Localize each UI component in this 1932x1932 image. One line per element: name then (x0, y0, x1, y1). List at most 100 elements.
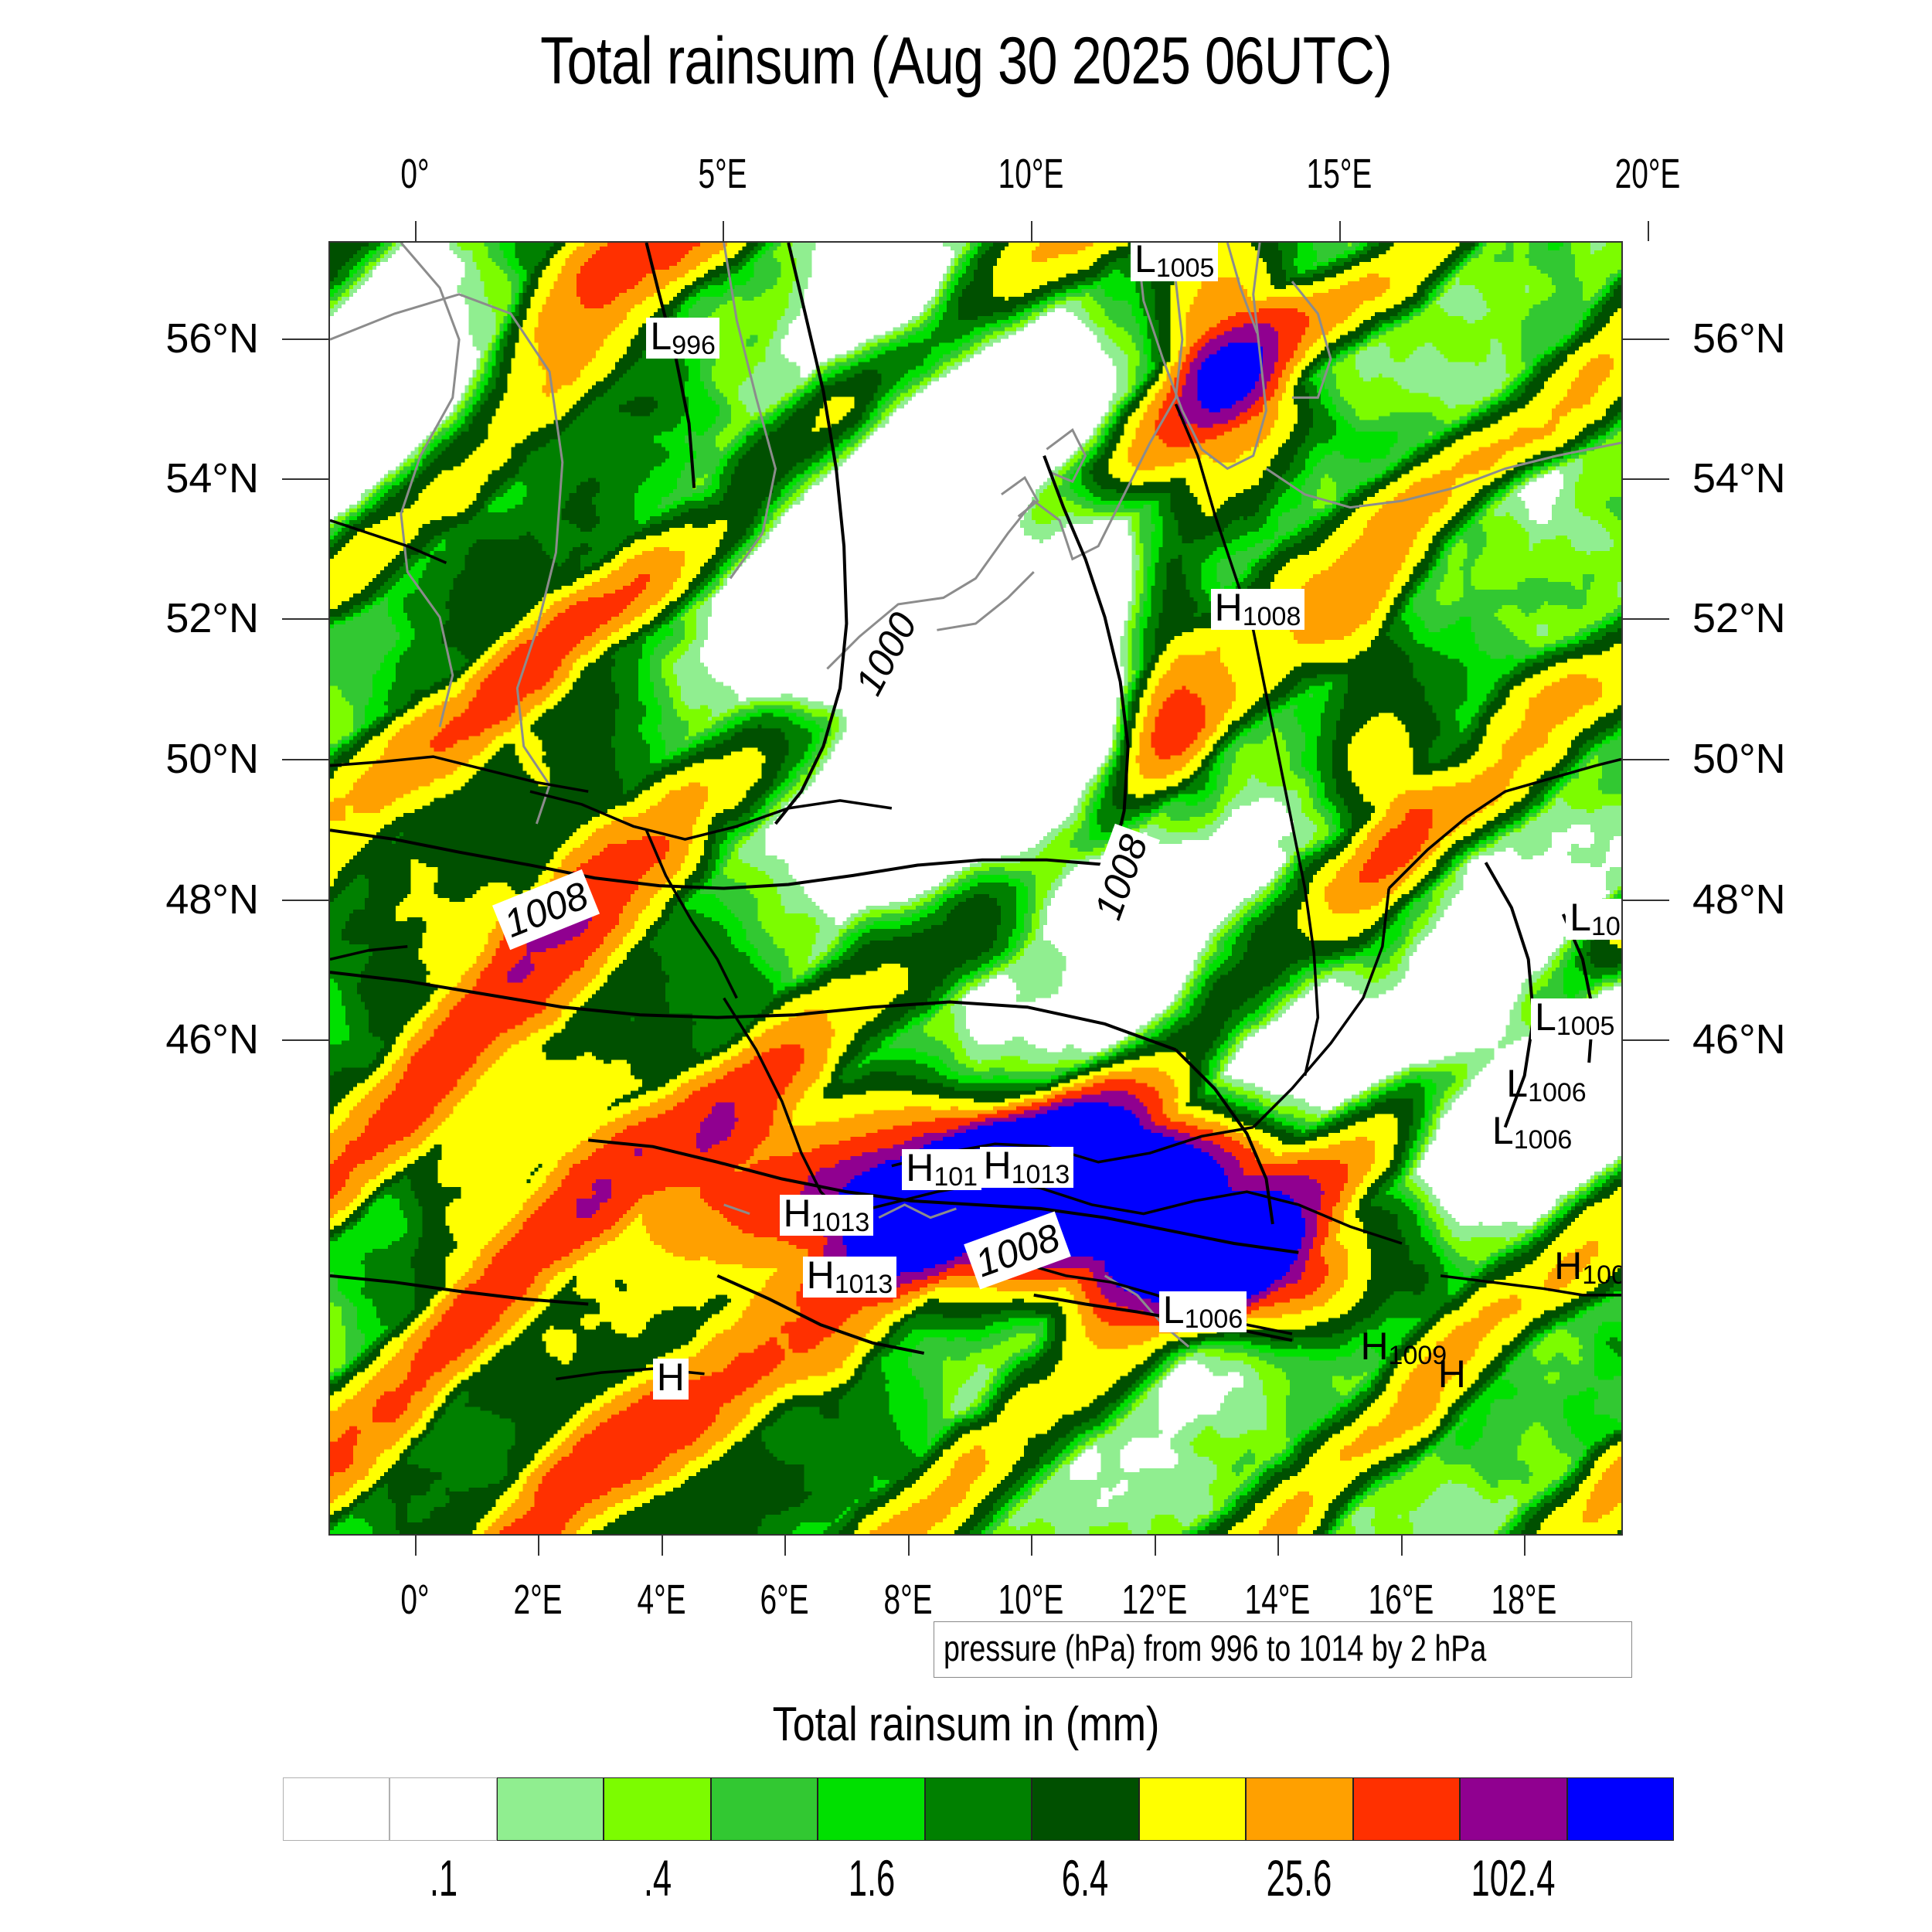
pressure-mark-value: 1013 (811, 1207, 870, 1237)
pressure-mark-value: 996 (672, 330, 716, 360)
map-plot-area[interactable]: L996L1005H1008L1005L1005L1006L1006H101H1… (328, 241, 1623, 1536)
country-borders-layer (330, 403, 1621, 1381)
bottom-lon-tick (1154, 1536, 1156, 1556)
colorbar-label-102p4: 102.4 (1471, 1849, 1556, 1906)
pressure-mark-h: H (1434, 1355, 1470, 1396)
pressure-mark-letter: L (1570, 895, 1591, 939)
bottom-lon-tick (414, 1536, 417, 1556)
pressure-mark-value: 1006 (1184, 1304, 1243, 1334)
pressure-mark-value: 1008 (1582, 1260, 1621, 1291)
pressure-mark-letter: L (1535, 995, 1556, 1039)
pressure-mark-letter: H (1214, 585, 1243, 629)
colorbar-segment-7[interactable] (1032, 1777, 1139, 1841)
pressure-mark-letter: H (1437, 1352, 1466, 1396)
pressure-mark-value: 1009 (1388, 1340, 1447, 1370)
right-lat-label: 50°N (1692, 736, 1786, 782)
left-lat-label: 54°N (165, 455, 259, 502)
colorbar-segment-5[interactable] (818, 1777, 925, 1841)
colorbar-segment-1[interactable] (389, 1777, 497, 1841)
right-lat-label: 48°N (1692, 876, 1786, 923)
pressure-mark-h-1013: H1013 (802, 1256, 897, 1299)
pressure-mark-letter: H (783, 1191, 811, 1235)
right-lat-label: 56°N (1692, 315, 1786, 362)
pressure-mark-h-1008: H1008 (1210, 585, 1305, 631)
right-lat-tick (1623, 899, 1669, 901)
top-lon-label: 0° (400, 151, 430, 197)
bottom-lon-label: 10°E (998, 1577, 1064, 1623)
pressure-mark-value: 1006 (1528, 1078, 1587, 1108)
colorbar-segment-12[interactable] (1566, 1777, 1675, 1841)
bottom-lon-tick (538, 1536, 540, 1556)
top-lon-tick (723, 221, 725, 241)
left-lat-tick (282, 618, 328, 621)
colorbar-label-1p6: 1.6 (848, 1849, 895, 1906)
bottom-lon-tick (1524, 1536, 1526, 1556)
left-lat-tick (282, 1039, 328, 1041)
pressure-mark-l-1006: L1006 (1502, 1062, 1590, 1108)
colorbar-segment-4[interactable] (710, 1777, 818, 1841)
colorbar-segment-2[interactable] (496, 1777, 604, 1841)
colorbar-segment-9[interactable] (1246, 1777, 1353, 1841)
bottom-lon-label: 2°E (513, 1577, 563, 1623)
left-lat-label: 52°N (165, 595, 259, 642)
pressure-mark-l-996: L996 (646, 314, 719, 360)
top-lon-tick (1647, 221, 1649, 241)
pressure-mark-value: 1005 (1590, 911, 1621, 941)
top-lon-tick (1031, 221, 1033, 241)
colorbar-segment-6[interactable] (924, 1777, 1032, 1841)
colorbar-label-6p4: 6.4 (1062, 1849, 1109, 1906)
pressure-mark-letter: L (1492, 1108, 1514, 1152)
page-title: Total rainsum (Aug 30 2025 06UTC) (540, 24, 1393, 98)
bottom-lon-tick (1277, 1536, 1280, 1556)
bottom-lon-label: 16°E (1368, 1577, 1434, 1623)
colorbar-segment-11[interactable] (1460, 1777, 1567, 1841)
colorbar-caption: Total rainsum in (mm) (772, 1698, 1160, 1751)
pressure-mark-value: 101 (934, 1162, 978, 1192)
right-lat-tick (1623, 478, 1669, 481)
pressure-mark-letter: H (983, 1143, 1012, 1187)
left-lat-tick (282, 478, 328, 481)
pressure-mark-l-1005: L1005 (1566, 895, 1621, 941)
pressure-mark-value: 1013 (834, 1269, 893, 1299)
left-lat-tick (282, 338, 328, 341)
colorbar-segment-3[interactable] (604, 1777, 711, 1841)
right-lat-tick (1623, 1039, 1669, 1041)
bottom-lon-tick (1031, 1536, 1033, 1556)
top-lon-tick (414, 221, 417, 241)
pressure-mark-value: 1005 (1155, 253, 1215, 283)
bottom-lon-label: 6°E (760, 1577, 809, 1623)
colorbar[interactable] (283, 1777, 1675, 1841)
colorbar-segment-10[interactable] (1352, 1777, 1461, 1841)
pressure-mark-letter: H (1554, 1244, 1583, 1288)
colorbar-label-p1: .1 (429, 1849, 457, 1906)
bottom-lon-label: 4°E (637, 1577, 686, 1623)
bottom-lon-tick (1400, 1536, 1403, 1556)
pressure-mark-letter: H (806, 1253, 835, 1297)
pressure-mark-l-1006: L1006 (1488, 1108, 1576, 1155)
pressure-mark-letter: L (650, 314, 672, 358)
bottom-lon-label: 18°E (1492, 1577, 1557, 1623)
pressure-mark-value: 1006 (1513, 1124, 1573, 1155)
right-lat-label: 52°N (1692, 595, 1786, 642)
pressure-mark-letter: H (656, 1355, 685, 1399)
bottom-lon-label: 14°E (1244, 1577, 1311, 1623)
pressure-mark-l-1005: L1005 (1531, 995, 1619, 1041)
colorbar-segment-0[interactable] (283, 1777, 390, 1841)
pressure-mark-l-1005: L1005 (1131, 243, 1219, 283)
bottom-lon-label: 0° (400, 1577, 430, 1623)
pressure-mark-h-101: H101 (902, 1148, 982, 1192)
right-lat-tick (1623, 338, 1669, 341)
top-lon-label: 20°E (1614, 151, 1681, 197)
bottom-lon-tick (661, 1536, 663, 1556)
colorbar-segment-8[interactable] (1138, 1777, 1247, 1841)
right-lat-label: 54°N (1692, 455, 1786, 502)
isobar-contours-layer (330, 243, 1595, 1355)
pressure-mark-letter: L (1506, 1062, 1529, 1106)
pressure-mark-value: 1005 (1556, 1011, 1615, 1041)
pressure-mark-l-1006: L1006 (1158, 1287, 1247, 1334)
pressure-mark-h: H (1621, 1201, 1623, 1242)
pressure-mark-value: 1008 (1242, 601, 1301, 631)
map-vector-overlay (330, 243, 1621, 1381)
pressure-mark-letter: L (1162, 1287, 1185, 1332)
left-lat-label: 56°N (165, 315, 259, 362)
